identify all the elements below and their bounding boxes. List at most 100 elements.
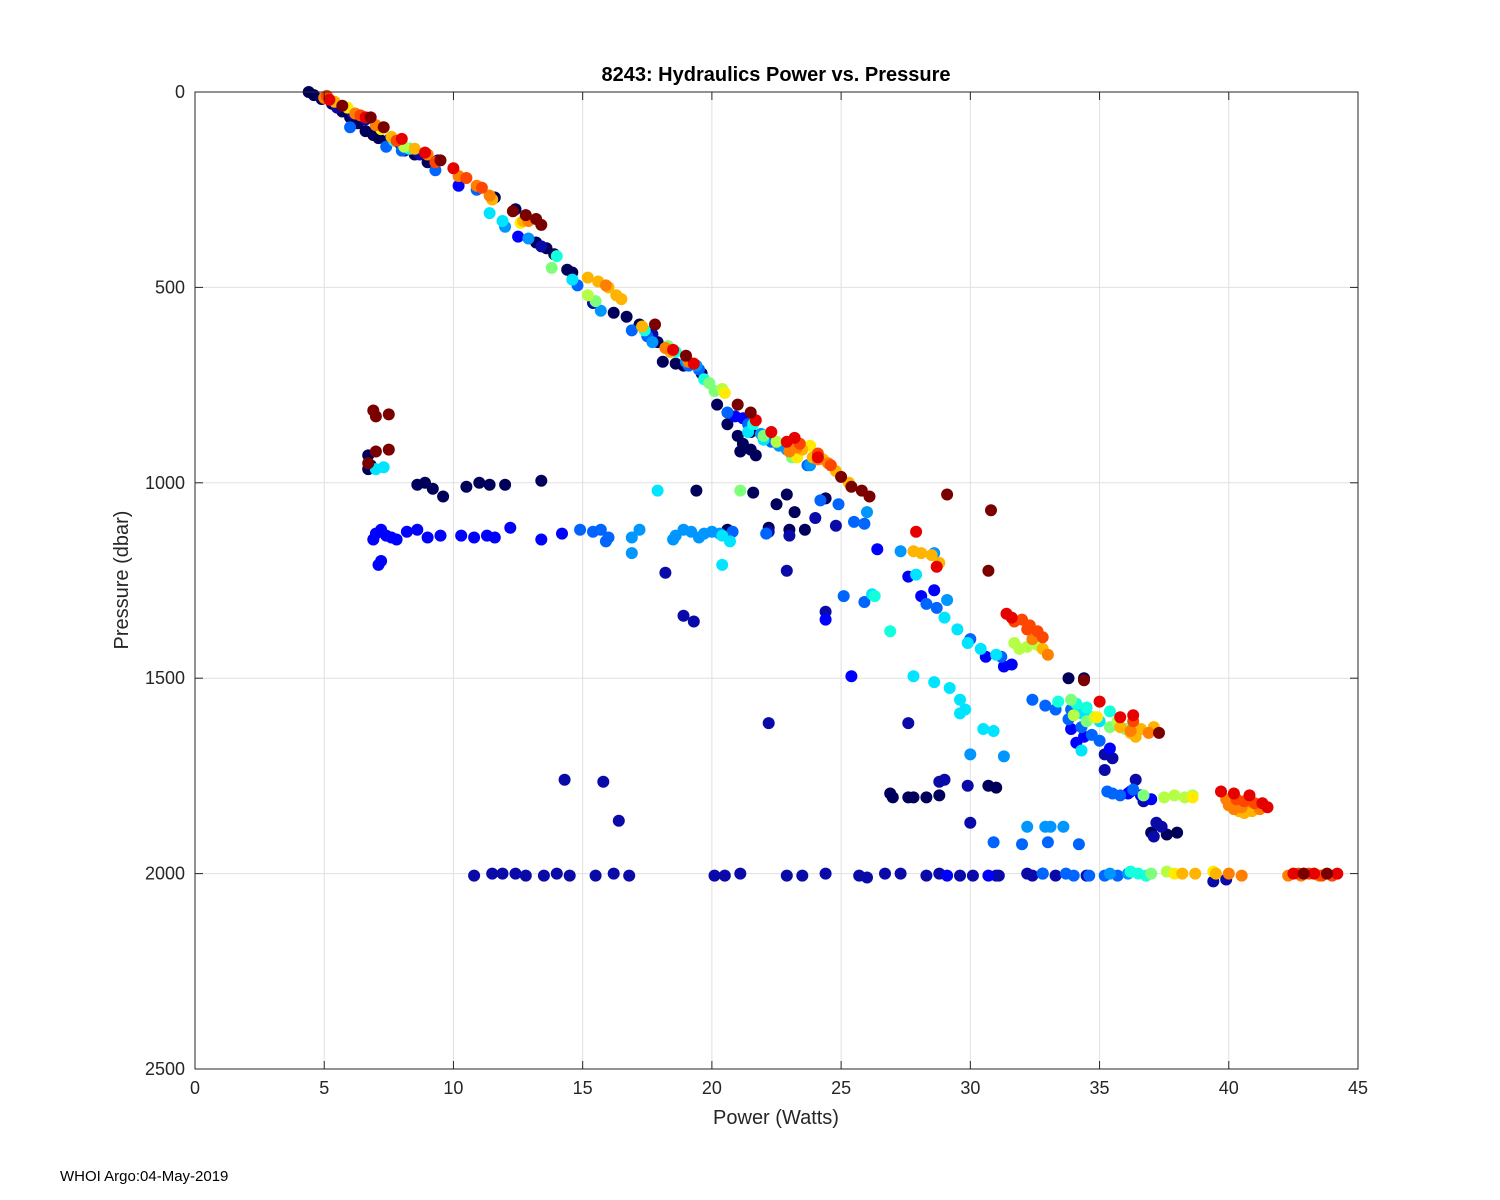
data-point-darkblue xyxy=(961,779,974,792)
grid-lines xyxy=(195,92,1358,1069)
data-point-red xyxy=(1127,709,1140,722)
data-point-azure xyxy=(1083,869,1096,882)
data-point-amber xyxy=(915,547,928,560)
data-point-darkred xyxy=(362,457,375,470)
data-point-darkblue xyxy=(964,816,977,829)
data-point-red xyxy=(1005,611,1018,624)
data-point-darkred xyxy=(369,445,382,458)
data-point-darkred xyxy=(1153,726,1165,739)
data-point-redorange xyxy=(1036,631,1049,644)
data-point-darkblue xyxy=(1147,830,1160,843)
data-point-darkred xyxy=(506,205,519,218)
x-tick-label: 30 xyxy=(960,1078,980,1098)
data-point-blue xyxy=(928,584,941,597)
data-point-aqua xyxy=(550,250,563,263)
data-point-azure xyxy=(930,601,943,614)
data-point-darkred xyxy=(982,564,995,577)
data-point-darkblue xyxy=(734,867,747,880)
data-point-sky xyxy=(894,545,907,558)
data-point-darkblue xyxy=(623,869,636,882)
data-point-darkblue xyxy=(1098,764,1111,776)
data-point-azure xyxy=(858,517,871,530)
data-point-red xyxy=(1331,867,1344,880)
data-point-blue xyxy=(1005,658,1018,671)
data-point-darkblue xyxy=(589,869,602,882)
data-point-blue xyxy=(1065,723,1078,735)
data-point-aqua xyxy=(868,590,881,603)
data-point-amber xyxy=(1209,867,1222,880)
data-point-sky xyxy=(625,547,638,560)
data-point-sky xyxy=(625,531,638,544)
data-point-darkred xyxy=(364,111,377,124)
data-point-navy xyxy=(933,789,946,802)
data-point-redorange xyxy=(475,181,488,194)
data-point-blue xyxy=(411,523,424,536)
data-point-darkblue xyxy=(1155,820,1168,833)
data-point-darkblue xyxy=(954,869,966,882)
data-point-cyan xyxy=(954,693,966,706)
data-point-darkblue xyxy=(762,717,775,730)
data-point-lime xyxy=(1168,789,1181,802)
x-tick-label: 35 xyxy=(1090,1078,1110,1098)
data-point-cyan xyxy=(943,682,956,694)
data-point-navy xyxy=(886,791,899,804)
data-point-azure xyxy=(344,121,357,134)
data-point-darkblue xyxy=(659,566,672,579)
data-point-cyan xyxy=(907,670,920,683)
data-point-darkblue xyxy=(966,869,979,882)
data-point-azure xyxy=(987,836,1000,849)
data-point-orange xyxy=(1041,648,1054,661)
data-point-darkblue xyxy=(1106,752,1119,765)
data-point-navy xyxy=(907,791,920,804)
data-point-cyan xyxy=(977,723,990,735)
data-point-orange xyxy=(1142,726,1155,739)
data-point-darkblue xyxy=(468,869,481,882)
data-point-darkred xyxy=(863,490,876,503)
data-point-darkblue xyxy=(809,512,822,524)
data-point-azure xyxy=(1026,693,1039,706)
data-point-cyan xyxy=(928,676,941,689)
data-point-green xyxy=(734,484,747,497)
data-point-cyan xyxy=(974,642,987,655)
data-point-darkred xyxy=(680,349,692,362)
data-point-lime xyxy=(1158,791,1171,804)
y-tick-label: 1500 xyxy=(145,668,185,688)
data-point-darkred xyxy=(1078,674,1090,687)
data-point-yellow xyxy=(1091,711,1103,724)
data-point-azure xyxy=(721,406,734,419)
data-point-azure xyxy=(1041,836,1054,849)
data-point-darkred xyxy=(744,406,757,419)
data-point-sky xyxy=(646,336,659,349)
data-point-blue xyxy=(512,230,525,243)
data-point-amber xyxy=(615,293,628,306)
x-tick-label: 25 xyxy=(831,1078,851,1098)
data-point-navy xyxy=(483,478,496,491)
data-point-cyan xyxy=(990,648,1003,661)
data-point-navy xyxy=(656,355,669,368)
data-point-orange xyxy=(599,279,612,292)
data-point-blue xyxy=(845,670,858,683)
data-point-cyan xyxy=(716,558,729,571)
data-point-navy xyxy=(749,449,762,462)
data-point-orange xyxy=(483,189,496,202)
data-point-darkblue xyxy=(550,867,563,880)
data-point-azure xyxy=(1016,838,1028,851)
data-point-amber xyxy=(581,271,594,284)
data-point-darkblue xyxy=(486,867,499,880)
y-tick-label: 500 xyxy=(155,277,185,297)
data-point-navy xyxy=(747,486,760,499)
data-point-darkblue xyxy=(1049,869,1062,882)
data-point-orange xyxy=(1235,869,1248,882)
data-point-navy xyxy=(1062,672,1075,685)
data-point-blue xyxy=(390,533,403,546)
data-point-red xyxy=(395,132,408,145)
data-point-azure xyxy=(625,324,638,337)
data-point-darkblue xyxy=(829,519,842,532)
data-point-navy xyxy=(798,523,811,536)
data-point-azure xyxy=(1039,699,1052,712)
data-point-amber xyxy=(408,142,421,155)
data-point-darkred xyxy=(845,480,858,493)
data-point-darkred xyxy=(336,99,349,112)
data-point-amber xyxy=(1189,867,1202,880)
data-point-red xyxy=(687,357,700,370)
